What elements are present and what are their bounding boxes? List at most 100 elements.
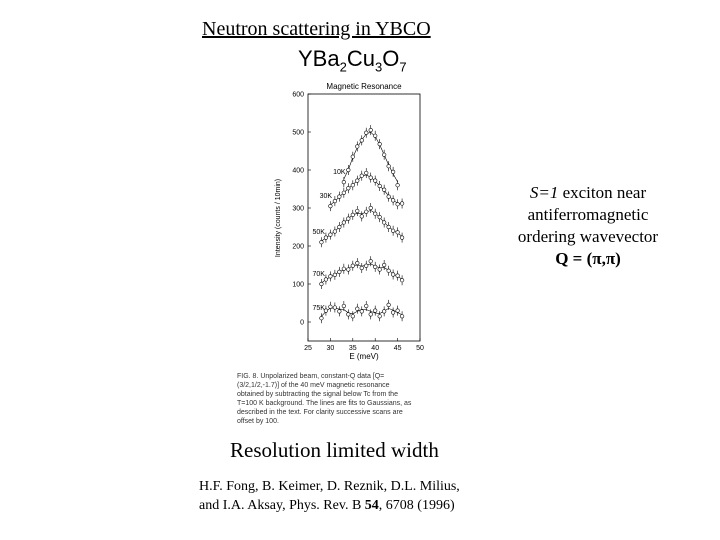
data-point [355,178,360,183]
exciton-note-rest: exciton near [558,183,647,202]
data-point [328,232,333,237]
data-point [364,263,369,268]
magnetic-resonance-chart: Magnetic Resonance E (meV) Intensity (co… [275,82,424,361]
series-label: 10K [333,169,346,176]
data-point [395,308,400,313]
series-50K: 50K [312,203,405,248]
formula-subscript: 2 [339,59,347,75]
data-point [359,138,364,143]
exciton-note-line-2: antiferromagnetic [527,205,649,224]
formula-part: O [382,46,400,71]
data-point [332,272,337,277]
x-tick-label: 30 [327,345,335,352]
data-point [399,235,405,240]
formula-subscript: 3 [374,59,383,75]
figure-caption: FIG. 8. Unpolarized beam, constant-Q dat… [237,373,412,425]
data-point [377,215,382,220]
reference-citation: H.F. Fong, B. Keimer, D. Reznik, D.L. Mi… [199,477,460,515]
data-point [341,266,346,271]
data-point [391,228,396,233]
x-tick-label: 40 [371,345,379,352]
data-point [319,316,324,321]
exciton-note: S=1 exciton near antiferromagnetic order… [488,182,688,270]
data-point [359,173,364,178]
series-10K: 10K [333,125,400,191]
x-tick-label: 35 [349,345,357,352]
x-tick-label: 45 [394,345,402,352]
data-point [328,304,333,309]
data-point [323,235,329,240]
series-label: 50K [312,229,325,236]
data-point [364,130,369,135]
data-point [377,183,382,189]
y-tick-label: 300 [292,206,304,213]
data-point [391,169,396,174]
data-point [382,220,387,225]
data-point [368,312,373,317]
data-point [355,144,360,149]
data-point [341,220,346,225]
exciton-note-line-1: S=1 exciton near [488,182,688,204]
data-point [359,214,364,219]
reference-authors: H.F. Fong, B. Keimer, D. Reznik, D.L. Mi… [199,479,460,494]
data-point [386,302,391,307]
formula-part: YBa [298,46,340,71]
data-point [395,230,400,235]
data-point [346,267,351,272]
data-point [350,212,355,217]
data-point [368,205,373,211]
resolution-note: Resolution limited width [230,438,439,462]
data-point [337,309,342,314]
series-70K: 70K [312,256,405,289]
data-point [368,259,373,264]
exciton-note-line-3: ordering wavevector [517,227,659,246]
series-label: 75K [312,305,325,312]
data-point [323,277,329,282]
reference-volume: 54 [364,498,379,513]
reference-journal: and I.A. Aksay, Phys. Rev. B 54, 6708 (1… [199,496,460,515]
data-marks: 10K 30K 50K 70K 75K [312,125,405,324]
data-point [355,261,360,266]
data-point [319,281,324,287]
data-point [328,274,333,279]
data-point [319,240,324,245]
data-point [359,265,364,271]
data-point [373,211,378,216]
axis-ticks: 0 100 200 300 400 500 600 25 30 35 40 45 50 [292,92,424,353]
data-point [386,164,391,169]
data-point [346,186,351,191]
data-point [355,208,360,214]
data-point [382,262,387,268]
y-tick-label: 0 [300,320,304,327]
x-tick-label: 25 [304,345,312,352]
data-point [346,167,351,173]
data-point [350,263,355,268]
data-point [386,268,391,273]
data-point [382,152,387,157]
data-point [328,203,333,209]
data-point [341,303,346,309]
data-point [399,278,405,283]
y-tick-label: 400 [292,168,304,175]
data-point [350,314,355,319]
chemical-formula: YBa2Cu3O7 [298,46,407,74]
data-point [368,175,373,180]
chart-title: Magnetic Resonance [326,82,402,91]
data-point [323,308,329,313]
data-point [368,127,373,133]
data-point [346,312,351,317]
reference-journal-pre: and I.A. Aksay, Phys. Rev. B [199,498,365,513]
slide-title: Neutron scattering in YBCO [202,18,431,40]
data-point [386,224,391,230]
series-label: 70K [312,271,325,278]
y-tick-label: 100 [292,282,304,289]
data-point [364,170,369,176]
data-point [391,310,396,315]
y-axis-label: Intensity (counts / 10min) [275,179,282,257]
data-point [391,198,396,203]
exciton-note-lead: S=1 [529,183,559,202]
data-point [359,309,364,314]
data-point [350,183,355,188]
plot-frame [307,93,421,342]
data-point [337,269,342,274]
